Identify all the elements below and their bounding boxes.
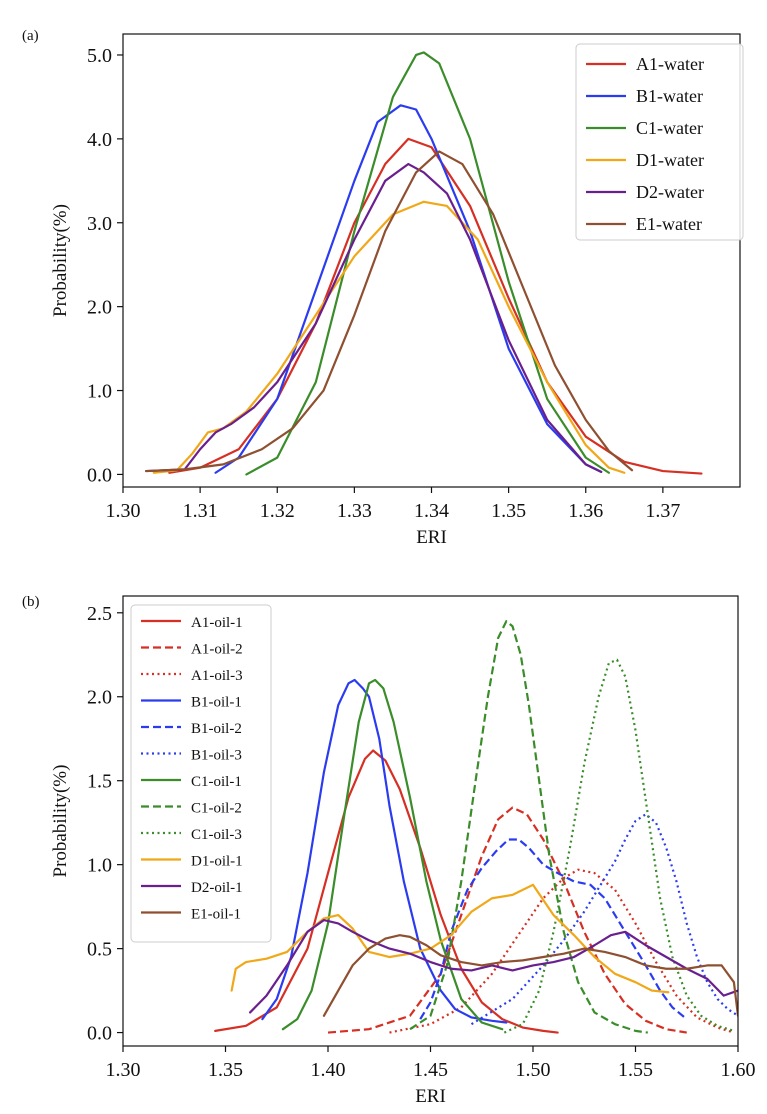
panel-a-erl-water-chart: 1.30 1.31 1.32 1.33 1.34 1.35 1.36 1.37 0.0 1.0 2.…	[22, 28, 744, 548]
y-tick-label: 0.5	[87, 939, 112, 961]
series-line-C1-oil-2	[409, 620, 648, 1034]
x-tick-label: 1.40	[311, 1059, 346, 1081]
legend-entry-label: A1-oil-1	[191, 615, 243, 631]
series-line-B1-oil-3	[470, 813, 738, 1026]
series-group	[145, 51, 703, 476]
legend: A1-water B1-water C1-water D1-water D2-water…	[575, 43, 744, 241]
x-tick-label: 1.45	[413, 1059, 448, 1081]
panel-b-erl-oil-chart: 1.30 1.35 1.40 1.45 1.50 1.55 1.60 0.0 0.5 1.0 1.5…	[22, 594, 756, 1107]
y-tick-label: 1.0	[87, 381, 112, 403]
series-line-D2-water	[145, 162, 603, 473]
y-tick-label: 2.5	[87, 603, 112, 625]
series-line-B1-oil-2	[419, 838, 688, 1020]
legend-entry-label: D2-water	[636, 182, 704, 202]
series-line-A1-water	[168, 137, 703, 475]
x-tick-label: 1.55	[618, 1059, 653, 1081]
x-tick-label: 1.35	[208, 1059, 243, 1081]
series-line-E1-oil-1	[322, 934, 738, 1017]
legend-entry-label: D1-water	[636, 150, 704, 170]
y-axis-title: Probability(%)	[50, 765, 71, 878]
legend: A1-oil-1 A1-oil-2 A1-oil-3 B1-oil-1 B1-oil-2…	[130, 604, 272, 943]
series-line-A1-oil-2	[327, 806, 687, 1034]
series-line-B1-oil-1	[261, 678, 508, 1024]
x-tick-label: 1.31	[183, 500, 218, 522]
series-line-A1-oil-1	[214, 749, 559, 1034]
series-line-A1-oil-3	[389, 868, 735, 1034]
legend-entry-label: C1-oil-3	[191, 827, 242, 843]
legend-entry-label: D1-oil-1	[191, 854, 243, 870]
x-tick-label: 1.36	[568, 500, 603, 522]
legend-entry-label: E1-water	[636, 214, 702, 234]
series-line-D1-water	[152, 200, 626, 474]
legend-entry-label: C1-oil-1	[191, 774, 242, 790]
series-line-C1-oil-1	[281, 678, 504, 1031]
legend-entry-label: B1-oil-3	[191, 748, 242, 764]
series-line-E1-water	[145, 150, 634, 473]
series-group	[214, 620, 738, 1034]
legend-entry-label: C1-oil-2	[191, 801, 242, 817]
legend-entry-label: B1-oil-2	[191, 721, 242, 737]
x-axis-title: ERI	[416, 527, 447, 548]
y-tick-label: 4.0	[87, 129, 112, 151]
x-tick-label: 1.32	[260, 500, 295, 522]
series-line-C1-water	[245, 51, 610, 476]
legend-entry-label: B1-water	[636, 86, 703, 106]
x-tick-label: 1.50	[516, 1059, 551, 1081]
legend-entry-label: A1-oil-2	[191, 642, 243, 658]
legend-entry-label: B1-oil-1	[191, 695, 242, 711]
x-tick-label: 1.35	[491, 500, 526, 522]
legend-entry-label: C1-water	[636, 118, 703, 138]
series-line-D2-oil-1	[249, 918, 738, 1014]
y-tick-label: 2.0	[87, 687, 112, 709]
panel-label: (b)	[22, 594, 40, 610]
y-tick-label: 2.0	[87, 297, 112, 319]
x-tick-label: 1.34	[414, 500, 449, 522]
x-tick-label: 1.33	[337, 500, 372, 522]
y-tick-label: 0.0	[87, 1023, 112, 1045]
legend-entry-label: D2-oil-1	[191, 880, 243, 896]
x-axis-title: ERI	[415, 1086, 446, 1107]
legend-entry-label: A1-water	[636, 54, 704, 74]
x-tick-label: 1.30	[106, 500, 141, 522]
x-tick-label: 1.60	[721, 1059, 756, 1081]
x-tick-label: 1.30	[106, 1059, 141, 1081]
legend-entry-label: A1-oil-3	[191, 668, 243, 684]
y-axis-title: Probability(%)	[50, 204, 71, 317]
series-line-B1-water	[214, 104, 603, 474]
series-line-C1-oil-3	[503, 658, 735, 1034]
y-tick-label: 5.0	[87, 45, 112, 67]
legend-entry-label: E1-oil-1	[191, 907, 241, 923]
y-tick-label: 0.0	[87, 464, 112, 486]
y-tick-label: 1.0	[87, 855, 112, 877]
y-tick-label: 1.5	[87, 771, 112, 793]
panel-label: (a)	[22, 28, 39, 44]
y-tick-label: 3.0	[87, 213, 112, 235]
x-tick-label: 1.37	[645, 500, 680, 522]
legend-frame	[130, 604, 272, 943]
